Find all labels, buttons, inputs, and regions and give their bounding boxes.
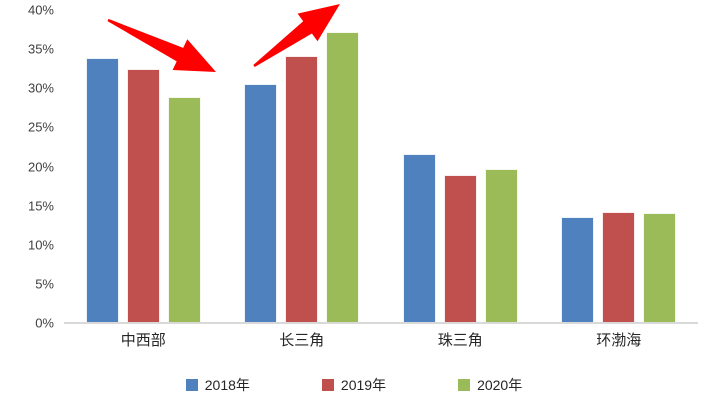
x-axis-tick-label: 长三角 — [279, 332, 325, 349]
legend-label: 2019年 — [340, 377, 387, 393]
legend-swatch-icon — [321, 379, 334, 391]
x-axis-line — [64, 322, 698, 324]
y-axis-tick-label: 30% — [27, 80, 54, 96]
chart-legend: 2018年 2019年 2020年 — [0, 372, 708, 398]
plot-area — [64, 10, 698, 324]
bar-1-2[interactable] — [244, 83, 278, 323]
bar-3-4[interactable] — [643, 212, 677, 323]
legend-swatch-icon — [458, 379, 471, 391]
x-axis-tick-label: 珠三角 — [437, 332, 483, 349]
legend-swatch-icon — [185, 379, 198, 391]
y-axis-tick-label: 35% — [27, 41, 54, 57]
y-axis-tick-label: 15% — [27, 198, 54, 214]
bar-2-3[interactable] — [443, 175, 477, 323]
legend-item-1[interactable]: 2018年 — [185, 377, 250, 393]
bar-groups — [64, 10, 698, 323]
y-axis-tick-label: 5% — [35, 276, 54, 292]
bar-1-4[interactable] — [561, 216, 595, 323]
legend-item-3[interactable]: 2020年 — [458, 378, 522, 392]
y-axis-tick-label: 25% — [27, 119, 54, 135]
y-axis-tick-label: 10% — [27, 237, 54, 253]
bar-2-2[interactable] — [285, 56, 319, 323]
bar-group — [64, 10, 223, 323]
x-axis-tick-label: 中西部 — [120, 332, 166, 349]
legend-item-2[interactable]: 2019年 — [321, 377, 387, 393]
y-axis-tick-label: 40% — [27, 2, 54, 18]
bar-3-1[interactable] — [167, 96, 201, 323]
bar-1-1[interactable] — [85, 57, 119, 323]
y-axis: 40% 35% 30% 25% 20% 15% 10% 5% 0% — [0, 0, 60, 402]
x-axis-tick-label: 环渤海 — [596, 332, 642, 349]
y-axis-tick-label: 20% — [27, 159, 54, 174]
legend-label: 2018年 — [204, 377, 250, 393]
legend-label: 2020年 — [477, 377, 523, 393]
bar-2-4[interactable] — [602, 211, 636, 323]
bar-2-1[interactable] — [126, 68, 160, 323]
bar-3-2[interactable] — [326, 31, 360, 323]
bar-3-3[interactable] — [484, 168, 518, 323]
bar-1-3[interactable] — [402, 153, 436, 323]
y-axis-tick-label: 0% — [35, 315, 54, 331]
bar-group — [381, 10, 540, 323]
bar-group — [540, 10, 699, 323]
x-axis-labels: 中西部 长三角 珠三角 环渤海 — [64, 330, 698, 360]
bar-group — [223, 10, 382, 323]
